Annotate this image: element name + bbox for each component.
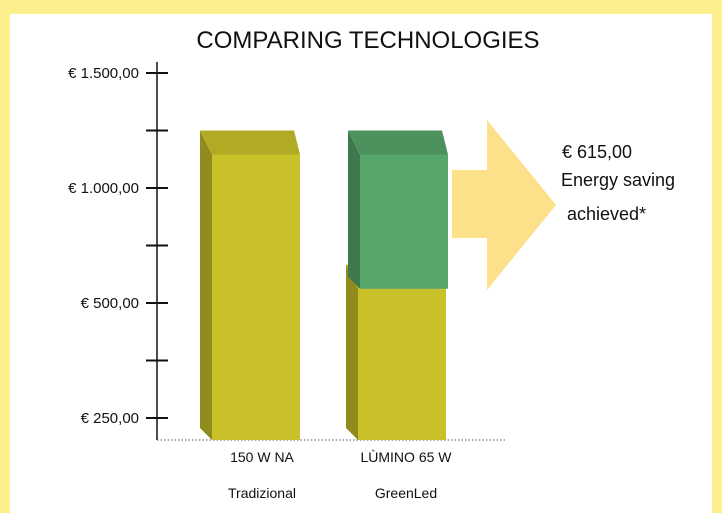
chart-title: COMPARING TECHNOLOGIES (196, 27, 539, 54)
annotation-line1: Energy saving (561, 170, 675, 190)
bar-1-series-0-front (358, 288, 446, 440)
annotation-value: € 615,00 (562, 142, 632, 162)
category-sublabel-1: GreenLed (375, 485, 437, 501)
y-tick-label-0: € 250,00 (81, 410, 139, 427)
category-label-1: LÙMINO 65 W (360, 449, 452, 465)
bar-0-series-0 (200, 130, 300, 440)
category-sublabel-0: Tradizional (228, 485, 296, 501)
category-label-0: 150 W NA (230, 449, 294, 465)
bar-1-series-1 (348, 130, 448, 289)
annotation-line2: achieved* (567, 204, 646, 224)
bar-0-series-0-front (212, 154, 300, 440)
bar-1-series-1-side (348, 130, 360, 289)
bar-1-series-1-front (360, 154, 448, 289)
bar-0-series-0-top (200, 130, 300, 155)
bar-1-series-0-side (346, 264, 358, 440)
bar-1-series-0 (346, 264, 446, 440)
bar-0-series-0-side (200, 130, 212, 440)
bars (200, 130, 448, 440)
bar-1-series-1-top (348, 130, 448, 155)
y-axis: € 250,00 € 500,00 € 1.000,00 € 1.500,00 (68, 62, 505, 441)
y-tick-label-1: € 500,00 (81, 295, 139, 312)
y-tick-label-3: € 1.500,00 (68, 65, 139, 82)
y-tick-label-2: € 1.000,00 (68, 180, 139, 197)
savings-arrow (452, 120, 556, 290)
